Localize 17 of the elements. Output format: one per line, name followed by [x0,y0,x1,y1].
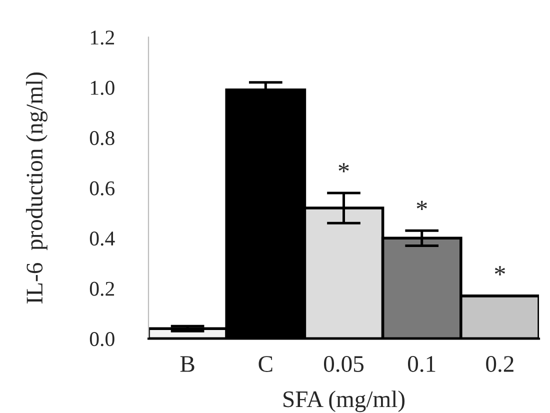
y-tick-label: 0.4 [90,232,115,246]
y-tick-label: 1.0 [90,80,114,95]
y-tick-label: 0.6 [90,181,115,196]
x-tick-label: 0.1 [408,356,436,372]
annotation: * [494,266,506,276]
y-tick-label: 0.2 [90,282,114,296]
x-tick-label: B [180,356,194,372]
y-tick-label: 1.2 [90,30,114,45]
x-tick-label: C [258,356,272,372]
x-axis-title: SFA (mg/ml) [284,390,404,412]
x-tick-label: 0.05 [324,356,364,372]
x-tick-label: 0.2 [486,356,514,372]
y-tick-label: 0.8 [90,131,114,146]
annotation: * [338,163,349,172]
annotation: * [416,200,427,210]
y-axis-title: IL-6 production (ng/ml) [26,72,48,304]
y-tick-label: 0.0 [90,332,114,346]
